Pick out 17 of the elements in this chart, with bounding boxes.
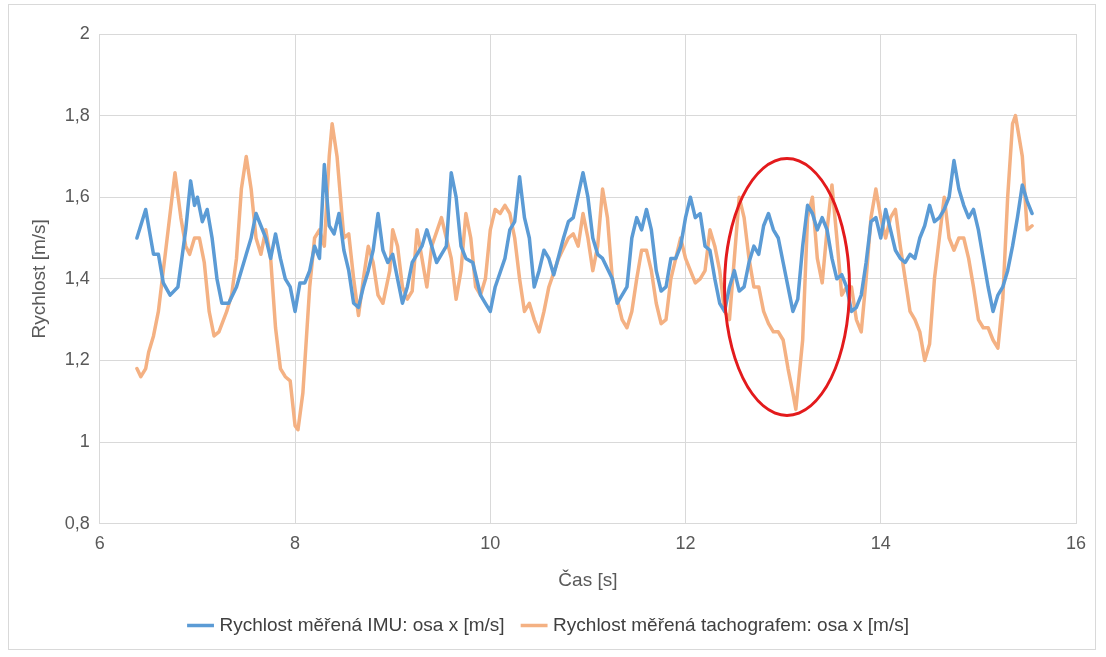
y-axis-title: Rychlost [m/s] (27, 219, 49, 339)
y-tick-label: 2 (79, 22, 90, 43)
y-tick-label: 1 (79, 430, 90, 451)
x-tick-label: 8 (290, 533, 301, 554)
y-tick-label: 1,8 (64, 104, 90, 125)
y-tick-label: 1,4 (64, 267, 90, 288)
x-tick-label: 10 (480, 533, 501, 554)
x-tick-label: 14 (870, 533, 891, 554)
x-tick-label: 16 (1065, 533, 1087, 554)
y-tick-label: 0,8 (64, 512, 90, 533)
x-tick-label: 6 (94, 533, 105, 554)
y-tick-label: 1,6 (64, 186, 90, 207)
x-tick-label: 12 (675, 533, 696, 554)
y-tick-label: 1,2 (64, 349, 90, 370)
legend-label: Rychlost měřená tachografem: osa x [m/s] (553, 613, 909, 635)
legend-label: Rychlost měřená IMU: osa x [m/s] (219, 613, 505, 635)
x-axis-title: Čas [s] (558, 568, 618, 590)
